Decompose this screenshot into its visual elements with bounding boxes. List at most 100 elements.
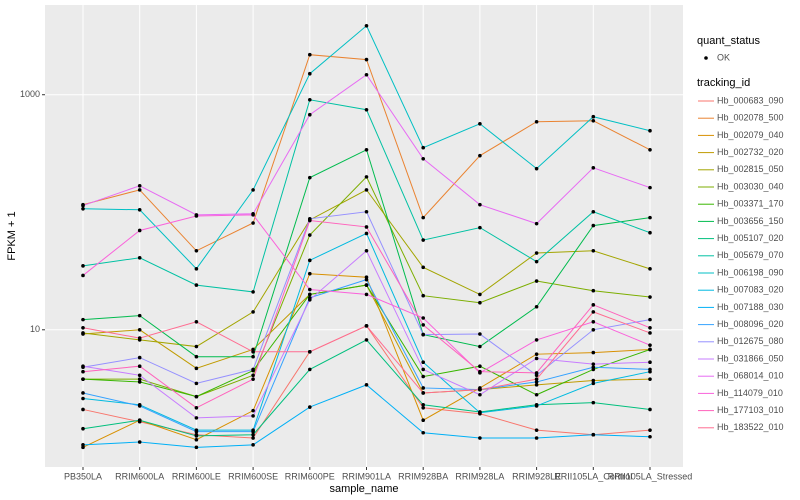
- data-point: [421, 367, 426, 372]
- data-point: [251, 290, 255, 294]
- data-point: [364, 292, 369, 297]
- data-point: [194, 366, 199, 371]
- data-point: [251, 408, 255, 413]
- data-point: [81, 377, 85, 381]
- legend-label: Hb_005107_020: [717, 233, 784, 243]
- legend-label: Hb_003656_150: [717, 216, 784, 226]
- data-point: [591, 288, 596, 293]
- data-point: [81, 207, 85, 211]
- data-point: [194, 394, 199, 399]
- data-point: [251, 414, 255, 418]
- legend-point: [704, 56, 708, 60]
- data-point: [534, 304, 539, 309]
- data-point: [421, 332, 426, 337]
- data-point: [194, 405, 199, 410]
- legend-label: Hb_002078_500: [717, 113, 784, 123]
- data-point: [534, 338, 539, 342]
- data-point: [364, 209, 369, 214]
- data-point: [534, 166, 539, 171]
- data-point: [478, 332, 482, 336]
- data-point: [81, 426, 85, 431]
- data-point: [648, 331, 652, 335]
- data-point: [534, 279, 539, 283]
- data-point: [648, 434, 652, 439]
- data-point: [251, 354, 255, 359]
- data-point: [591, 165, 596, 170]
- data-point: [251, 213, 255, 217]
- data-point: [194, 344, 199, 349]
- data-point: [478, 153, 482, 158]
- data-point: [81, 325, 85, 330]
- data-point: [251, 221, 255, 225]
- data-point: [534, 221, 539, 226]
- data-point: [137, 377, 142, 381]
- data-point: [81, 364, 85, 368]
- data-point: [251, 367, 255, 372]
- data-point: [534, 383, 539, 387]
- x-tick-label: RRIM600LA: [115, 471, 164, 481]
- data-point: [251, 432, 255, 437]
- legend-label: Hb_005679_070: [717, 250, 784, 260]
- data-point: [591, 319, 596, 324]
- data-point: [137, 364, 142, 368]
- data-point: [534, 251, 539, 255]
- data-point: [421, 156, 426, 161]
- legend-label: Hb_068014_010: [717, 371, 784, 381]
- data-point: [137, 327, 142, 332]
- data-point: [648, 128, 652, 133]
- data-point: [421, 293, 426, 298]
- data-point: [364, 57, 369, 62]
- data-point: [421, 391, 426, 395]
- data-point: [534, 404, 539, 408]
- legend-label: Hb_007083_020: [717, 285, 784, 295]
- data-point: [364, 248, 369, 253]
- data-point: [421, 360, 426, 364]
- y-tick-label: 10: [30, 324, 40, 334]
- data-point: [591, 365, 596, 370]
- data-point: [478, 436, 482, 440]
- data-point: [648, 343, 652, 347]
- data-point: [194, 267, 199, 271]
- x-tick-label: RRIM928LE: [512, 471, 561, 481]
- data-point: [308, 233, 312, 237]
- data-point: [137, 418, 142, 423]
- data-point: [648, 347, 652, 352]
- data-point: [308, 258, 312, 263]
- data-point: [648, 407, 652, 412]
- legend-label: Hb_177103_010: [717, 405, 784, 415]
- data-point: [591, 248, 596, 253]
- data-point: [478, 121, 482, 126]
- data-point: [478, 410, 482, 415]
- data-point: [421, 374, 426, 379]
- x-tick-label: RRIM928LA: [455, 471, 504, 481]
- data-point: [478, 300, 482, 305]
- data-point: [534, 356, 539, 361]
- data-point: [591, 432, 596, 437]
- data-point: [137, 183, 142, 188]
- x-tick-label: RRII105LA_Control: [554, 471, 632, 481]
- data-point: [81, 443, 85, 447]
- data-point: [591, 362, 596, 366]
- x-tick-label: RRIM600PE: [285, 471, 335, 481]
- data-point: [591, 350, 596, 355]
- data-point: [648, 147, 652, 152]
- data-point: [534, 380, 539, 384]
- data-point: [364, 338, 369, 342]
- legend-label: Hb_002079_040: [717, 130, 784, 140]
- data-point: [648, 367, 652, 372]
- legend-label: Hb_003030_040: [717, 181, 784, 191]
- legend-label: Hb_031866_050: [717, 353, 784, 363]
- data-point: [364, 383, 369, 387]
- data-point: [534, 377, 539, 381]
- data-point: [308, 175, 312, 180]
- data-point: [308, 52, 312, 57]
- data-point: [534, 428, 539, 432]
- data-point: [421, 405, 426, 410]
- data-point: [534, 392, 539, 397]
- data-point: [137, 228, 142, 233]
- legend-label: Hb_183522_010: [717, 422, 784, 432]
- data-point: [648, 317, 652, 322]
- y-tick-label: 1000: [20, 89, 40, 99]
- data-point: [591, 118, 596, 123]
- data-point: [421, 238, 426, 242]
